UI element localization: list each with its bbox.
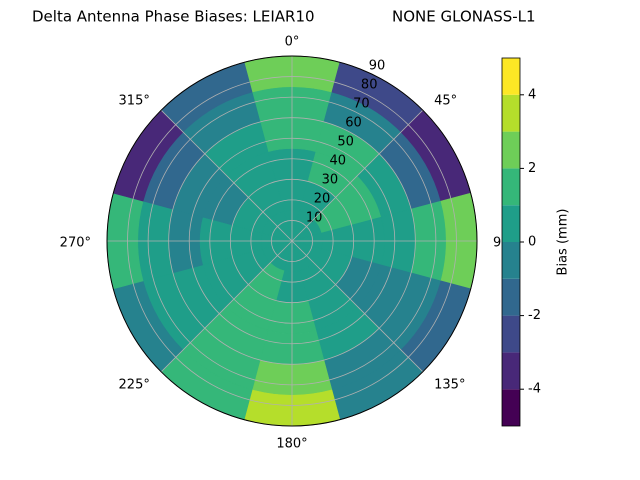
theta-tick-label: 315°: [119, 93, 150, 108]
grid-spoke: [160, 109, 293, 242]
r-tick-label: 70: [353, 97, 370, 112]
colorbar-swatch: [502, 278, 520, 316]
r-tick-label: 50: [337, 135, 354, 150]
chart-title: Delta Antenna Phase Biases: LEIAR10: [32, 8, 315, 26]
colorbar-label: Bias (mm): [556, 209, 571, 276]
colorbar-tick-label: -4: [528, 382, 541, 397]
theta-tick-label: 135°: [434, 378, 465, 393]
colorbar-tick-label: 0: [528, 235, 536, 250]
colorbar-swatch: [502, 242, 520, 279]
grid-spoke: [291, 240, 424, 373]
theta-tick-label: 270°: [60, 236, 91, 251]
chart-title-right: NONE GLONASS-L1: [392, 8, 536, 26]
polar-frame: [106, 55, 478, 427]
grid-spoke: [291, 109, 424, 242]
theta-tick-label: 180°: [276, 437, 307, 452]
theta-tick-label: 225°: [119, 378, 150, 393]
r-tick-label: 30: [322, 173, 339, 188]
r-tick-label: 60: [345, 116, 362, 131]
theta-tick-label: 45°: [434, 93, 457, 108]
colorbar-swatch: [502, 168, 520, 206]
r-tick-label: 20: [314, 192, 331, 207]
colorbar-swatch: [502, 315, 520, 353]
colorbar-swatch: [502, 352, 520, 390]
colorbar-swatch: [502, 131, 520, 169]
r-tick-label: 80: [361, 78, 378, 93]
colorbar-tick-label: 4: [528, 87, 536, 102]
grid-spoke: [160, 240, 293, 373]
colorbar-swatch: [502, 58, 520, 95]
colorbar-swatch: [502, 205, 520, 242]
colorbar-tick-label: 2: [528, 161, 536, 176]
colorbar-tick-label: -2: [528, 308, 541, 323]
r-tick-label: 40: [329, 154, 346, 169]
r-tick-label: 90: [369, 59, 386, 74]
colorbar-swatch: [502, 94, 520, 132]
colorbar-swatch: [502, 389, 520, 426]
theta-tick-label: 0°: [285, 35, 300, 50]
